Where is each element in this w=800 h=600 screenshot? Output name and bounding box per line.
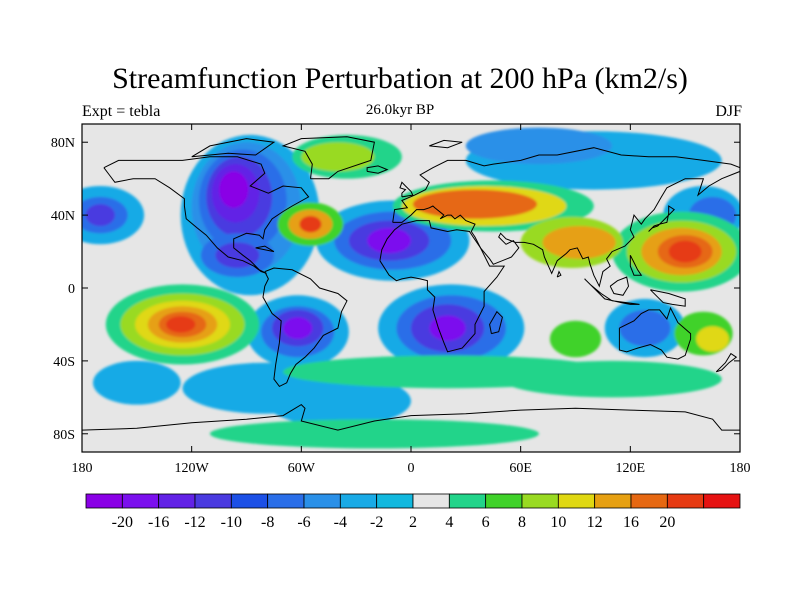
- colorbar-label: 8: [518, 514, 526, 531]
- coastlines: [82, 136, 740, 431]
- colorbar-swatch: [521, 493, 559, 509]
- colorbar-swatch: [630, 493, 668, 509]
- field-contour-io-high: [549, 320, 602, 358]
- field-contour-ant-green: [209, 419, 539, 449]
- coastline-australia: [618, 306, 692, 360]
- colorbar-swatch: [230, 493, 269, 509]
- field-contour-gulf-low-core: [215, 242, 260, 268]
- field-contour-aus-low-core: [619, 309, 671, 347]
- x-axis: 180 120W 60W 0 60E 120E 180: [72, 124, 751, 476]
- coastline-africa: [379, 220, 506, 353]
- colorbar-swatch: [448, 493, 487, 509]
- coastline-borneo: [609, 276, 630, 296]
- y-tick-label: 40S: [53, 355, 75, 370]
- colorbar-label: -10: [221, 514, 242, 531]
- colorbar: -20 -16 -12 -10 -8 -6 -4 -2 2 4 6 8 10 12 16 20: [85, 493, 741, 531]
- colorbar-swatch: [194, 493, 232, 509]
- season-label: DJF: [715, 103, 742, 120]
- colorbar-swatch: [376, 493, 414, 509]
- y-tick-label: 80S: [53, 428, 75, 443]
- coastline-philippines: [629, 254, 643, 276]
- field-contour-satl-belt: [264, 375, 411, 427]
- field-contour-sa-low-core: [283, 317, 313, 340]
- chart-subtitle: 26.0kyr BP: [365, 102, 435, 118]
- x-tick-label: 0: [408, 461, 415, 476]
- colorbar-label: -6: [297, 514, 310, 531]
- field-contour-natl-high-core: [299, 216, 322, 233]
- field-contour-wp-high-core: [668, 240, 702, 263]
- x-tick-label: 120W: [175, 461, 210, 476]
- field-contour-grn-high-2: [301, 142, 375, 172]
- coastline-uk: [399, 181, 414, 198]
- field-contour-sw-pac-high-2: [696, 326, 730, 352]
- colorbar-swatch: [594, 493, 632, 509]
- colorbar-label: -20: [112, 514, 133, 531]
- y-tick-label: 40N: [51, 209, 75, 224]
- coastline-new-guinea: [650, 289, 686, 307]
- colorbar-swatch: [158, 493, 196, 509]
- colorbar-label: 2: [409, 514, 417, 531]
- colorbar-label: -16: [148, 514, 169, 531]
- coastline-antarctica: [82, 403, 740, 431]
- field-contour-so-green-2: [502, 360, 722, 398]
- field-contour-na-trough-core: [219, 171, 249, 208]
- colorbar-label: -2: [370, 514, 383, 531]
- colorbar-swatch: [85, 493, 123, 509]
- coastline-sri-lanka: [556, 270, 562, 278]
- coastline-greenland: [281, 136, 375, 180]
- colorbar-swatch: [557, 493, 596, 509]
- map-panel: [81, 123, 741, 453]
- y-tick-label: 0: [68, 282, 75, 297]
- field-contour-saf-low-core: [429, 315, 466, 341]
- coastline-north-america: [103, 156, 310, 274]
- y-tick-label: 80N: [51, 136, 75, 151]
- coastline-south-america: [262, 267, 348, 388]
- colorbar-label: 4: [445, 514, 453, 531]
- colorbar-label: -4: [334, 514, 347, 531]
- field-contour-atl-low-core: [367, 227, 412, 254]
- x-tick-label: 180: [72, 461, 93, 476]
- y-axis: 80N 40N 0 40S 80S: [51, 136, 740, 443]
- field-contour-sep-high-core: [166, 316, 196, 333]
- colorbar-label: 6: [482, 514, 490, 531]
- x-tick-label: 60W: [288, 461, 316, 476]
- colorbar-swatch: [666, 493, 705, 509]
- colorbar-label: -12: [184, 514, 205, 531]
- field-contour-eu-ridge-3: [412, 189, 538, 219]
- coastline-canadian-arctic: [191, 138, 276, 158]
- coastline-indonesia: [584, 278, 640, 305]
- colorbar-swatch: [412, 493, 450, 509]
- field-contour-spac-belt-w: [92, 360, 181, 405]
- x-tick-label: 60E: [509, 461, 532, 476]
- field-contour-asia-high-2: [542, 226, 616, 259]
- colorbar-swatch: [485, 493, 523, 509]
- coastline-new-zealand: [715, 352, 738, 373]
- chart-title: Streamfunction Perturbation at 200 hPa (…: [112, 62, 688, 95]
- colorbar-label: 12: [587, 514, 603, 531]
- coastline-svalbard: [429, 139, 463, 149]
- coastline-eurasia: [392, 147, 740, 288]
- coastline-iceland: [366, 165, 389, 174]
- colorbar-swatch: [703, 493, 741, 509]
- colorbar-swatch: [267, 493, 305, 509]
- field-contour-pac-low-core: [85, 204, 115, 227]
- coastline-madagascar: [489, 310, 503, 335]
- colorbar-label: -8: [261, 514, 274, 531]
- coastline-japan: [648, 205, 675, 232]
- field-contour-arctic-blue-2: [465, 127, 613, 165]
- x-tick-label: 180: [730, 461, 751, 476]
- colorbar-label: 10: [550, 514, 566, 531]
- colorbar-swatch: [303, 493, 341, 509]
- colorbar-swatch: [339, 493, 378, 509]
- colorbar-label: 20: [659, 514, 675, 531]
- x-tick-label: 120E: [616, 461, 646, 476]
- coastline-cuba: [255, 245, 275, 253]
- colorbar-swatch: [121, 493, 160, 509]
- experiment-label: Expt = tebla: [82, 103, 161, 120]
- colorbar-label: 16: [623, 514, 639, 531]
